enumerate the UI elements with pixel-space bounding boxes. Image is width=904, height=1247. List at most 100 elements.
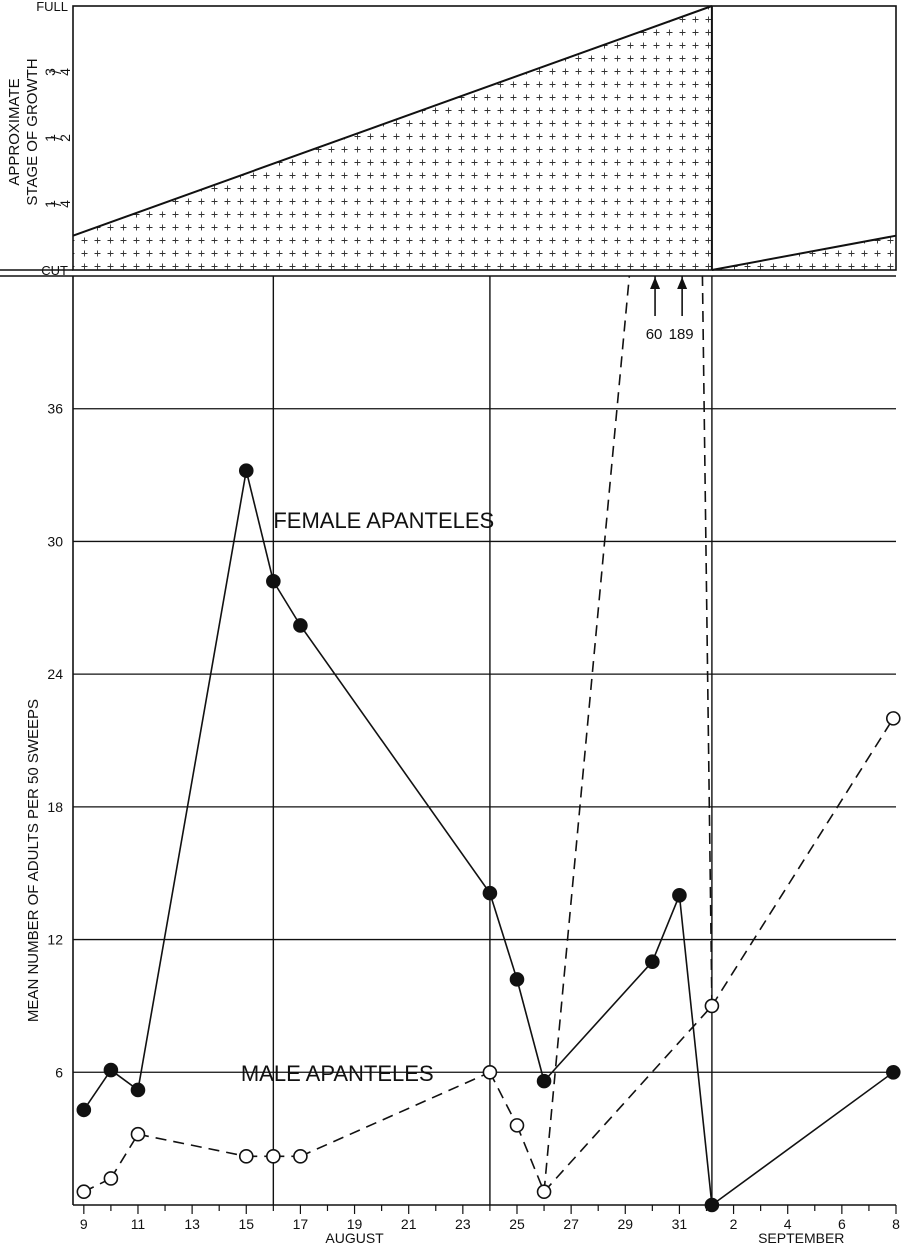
series-0-point-10: [672, 888, 687, 903]
series-1-segment-5: [300, 1071, 491, 1158]
growth-axis-label-line-1: APPROXIMATE: [6, 78, 23, 185]
y-tick-label-18: 18: [47, 799, 63, 815]
series-1: MALE APANTELES: [76, 711, 901, 1200]
series-1-point-3: [238, 1149, 254, 1164]
series-1-segment-1: [110, 1133, 139, 1179]
series-0-point-8: [536, 1073, 552, 1089]
series-0-point-6: [482, 885, 498, 901]
series-layer: MALE APANTELES FEMALE APANTELES: [76, 275, 901, 1213]
series-1-segment-7: [516, 1125, 545, 1193]
series-0-segment-9: [651, 895, 681, 962]
growth-tick-label-3: 3/4: [42, 68, 73, 76]
off-scale-label-1: 189: [669, 326, 694, 343]
x-tick-label-19: 19: [347, 1216, 363, 1232]
series-1-point-0: [76, 1184, 92, 1200]
series-0-point-5: [293, 618, 308, 633]
series-0-segment-0: [83, 1069, 112, 1111]
series-1-point-2: [130, 1126, 146, 1142]
series-0-point-7: [509, 972, 525, 987]
month-labels: AUGUST SEPTEMBER: [325, 1230, 844, 1246]
x-tick-label-23: 23: [455, 1216, 471, 1232]
series-0-segment-3: [245, 470, 275, 582]
series-0-segment-4: [272, 580, 302, 626]
series-1-point-7: [509, 1118, 525, 1133]
x-tick-label-8: 8: [892, 1216, 900, 1232]
x-tick-label-9: 9: [80, 1216, 88, 1232]
growth-tick-bar: /: [48, 202, 64, 206]
vertical-gridlines: [272, 276, 713, 1205]
series-1-segment-6: [489, 1071, 518, 1126]
series-1-segment-9: [711, 717, 894, 1007]
y-tick-label-6: 6: [55, 1064, 63, 1080]
series-0-point-12: [885, 1064, 901, 1080]
off-scale-arrowhead-0: [650, 277, 661, 289]
series-0-point-2: [130, 1082, 146, 1098]
growth-tick-denominator: 4: [57, 200, 73, 208]
series-1-point-10: [885, 711, 901, 726]
off-scale-label-0: 60: [646, 326, 663, 343]
series-0-point-3: [238, 463, 254, 478]
off-scale-arrows: 60 189: [646, 276, 694, 343]
series-1-point-4: [266, 1149, 281, 1164]
y-tick-label-24: 24: [47, 666, 63, 682]
x-tick-label-4: 4: [784, 1216, 792, 1232]
series-1-point-8: [536, 1184, 552, 1200]
growth-tick-numerator: 1: [42, 200, 58, 208]
y-tick-label-12: 12: [47, 932, 63, 948]
growth-tick-denominator: 4: [57, 68, 73, 76]
series-1-point-9: [704, 998, 720, 1014]
x-tick-label-17: 17: [293, 1216, 309, 1232]
growth-tick-label-2: 1/2: [42, 134, 73, 142]
growth-tick-bar: /: [48, 70, 64, 74]
off-scale-dashed-line-0: [543, 275, 631, 1192]
series-0-segment-8: [543, 961, 653, 1082]
series-0-point-1: [103, 1062, 119, 1078]
x-tick-label-13: 13: [184, 1216, 200, 1232]
x-tick-label-25: 25: [509, 1216, 525, 1232]
growth-line-after-cut: [711, 234, 897, 271]
growth-area-before-cut: [73, 6, 712, 270]
growth-line-before-cut: [72, 5, 713, 237]
series-0-segment-2: [137, 470, 248, 1091]
series-0-segment-6: [489, 892, 518, 980]
series-0-point-0: [76, 1102, 92, 1118]
x-tick-label-21: 21: [401, 1216, 417, 1232]
series-1-point-5: [293, 1149, 308, 1164]
x-tick-label-11: 11: [131, 1216, 146, 1232]
y-axis-label: MEAN NUMBER OF ADULTS PER 50 SWEEPS: [25, 699, 42, 1022]
series-1-segment-2: [137, 1133, 247, 1158]
series-1-label: MALE APANTELES: [241, 1061, 434, 1086]
x-tick-label-29: 29: [617, 1216, 633, 1232]
x-tick-label-31: 31: [672, 1216, 688, 1232]
growth-tick-numerator: 3: [42, 68, 58, 76]
x-tick-label-27: 27: [563, 1216, 579, 1232]
growth-tick-bar: /: [48, 136, 64, 140]
series-0-segment-5: [299, 625, 491, 894]
series-0: FEMALE APANTELES: [76, 463, 901, 1213]
growth-panel-frame: [72, 5, 897, 271]
off-scale-dashed-line-1: [701, 275, 713, 1006]
series-0-label: FEMALE APANTELES: [273, 508, 494, 533]
series-0-point-11: [704, 1197, 720, 1213]
growth-tick-label-1: 1/4: [42, 200, 73, 208]
off-scale-arrowhead-1: [677, 277, 688, 289]
x-tick-label-15: 15: [238, 1216, 254, 1232]
growth-axis-label-line-2: STAGE OF GROWTH: [24, 58, 41, 205]
series-1-point-6: [482, 1064, 498, 1080]
series-0-point-9: [645, 954, 660, 969]
series-1-point-1: [103, 1171, 119, 1186]
x-tick-label-2: 2: [730, 1216, 738, 1232]
series-0-segment-10: [678, 895, 713, 1206]
series-0-point-4: [266, 573, 281, 589]
growth-tick-denominator: 2: [57, 134, 73, 142]
growth-tick-numerator: 1: [42, 134, 58, 142]
y-tick-label-36: 36: [47, 401, 63, 417]
series-0-segment-11: [711, 1071, 894, 1206]
y-tick-label-30: 30: [47, 533, 63, 549]
month-label-0: AUGUST: [325, 1230, 384, 1246]
y-tick-labels: 6 12 18 24 30 36: [47, 401, 63, 1081]
